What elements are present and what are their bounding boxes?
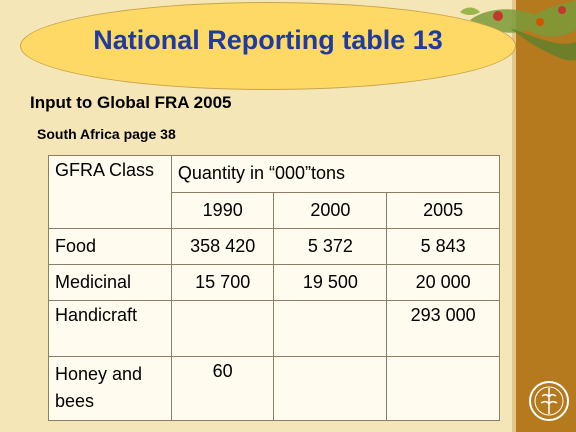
row-label: Honey and bees xyxy=(48,356,172,421)
row-value: 60 xyxy=(170,356,275,421)
table-header-row: GFRA Class Quantity in “000”tons xyxy=(48,155,501,229)
row-value xyxy=(273,299,388,358)
table-row: Food 358 420 5 372 5 843 xyxy=(48,227,500,265)
leaves-decoration xyxy=(460,0,576,61)
table-row: Medicinal 15 700 19 500 20 000 xyxy=(48,263,500,301)
table-row: Honey and bees 60 xyxy=(48,356,500,421)
sidebar-edge xyxy=(512,0,517,432)
slide-title: National Reporting table 13 xyxy=(93,25,443,55)
row-value xyxy=(386,356,500,421)
data-table: GFRA Class Quantity in “000”tons 1990 20… xyxy=(48,155,501,421)
title-ellipse xyxy=(20,2,516,90)
row-label: Medicinal xyxy=(48,263,172,301)
row-value: 293 000 xyxy=(386,299,500,358)
row-value: 19 500 xyxy=(273,263,388,301)
row-value: 20 000 xyxy=(386,263,500,301)
row-value: 5 843 xyxy=(386,227,500,265)
header-year: 2005 xyxy=(386,191,500,229)
row-value xyxy=(170,299,275,358)
source-note: South Africa page 38 xyxy=(37,126,176,142)
row-value: 358 420 xyxy=(170,227,275,265)
fao-logo-icon xyxy=(529,381,569,421)
row-value: 5 372 xyxy=(273,227,388,265)
row-label: Food xyxy=(48,227,172,265)
sidebar xyxy=(516,0,576,432)
row-value: 15 700 xyxy=(170,263,275,301)
row-value xyxy=(273,356,388,421)
header-year: 2000 xyxy=(273,191,388,229)
header-year: 1990 xyxy=(170,191,275,229)
row-label: Handicraft xyxy=(48,299,172,358)
slide-subtitle: Input to Global FRA 2005 xyxy=(30,93,232,112)
header-quantity: Quantity in “000”tons xyxy=(170,155,501,193)
table-row: Handicraft 293 000 xyxy=(48,299,500,358)
header-class: GFRA Class xyxy=(48,155,172,229)
